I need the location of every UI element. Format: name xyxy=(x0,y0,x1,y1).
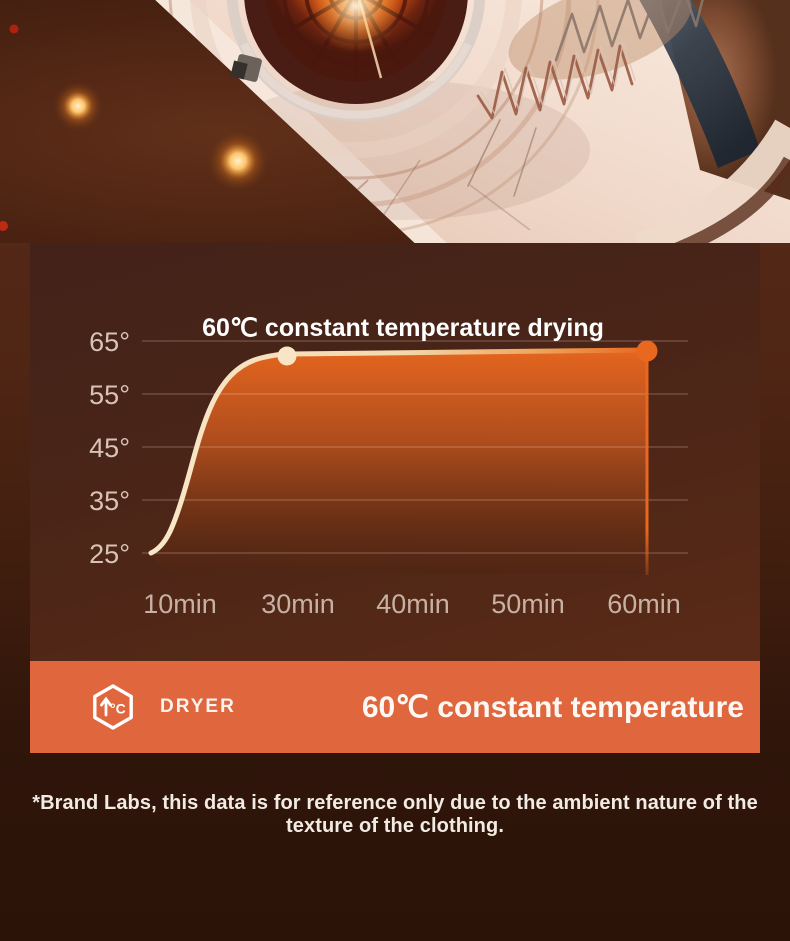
banner-label: DRYER xyxy=(160,696,236,717)
up-arrow-icon xyxy=(100,696,112,717)
footnote: *Brand Labs, this data is for reference … xyxy=(32,792,758,837)
svg-text:°C: °C xyxy=(110,701,126,717)
temperature-rise-hexagon-icon: °C xyxy=(90,682,136,732)
y-tick-55: 55° xyxy=(89,380,130,410)
temperature-curve xyxy=(148,347,650,556)
y-tick-25: 25° xyxy=(89,539,130,569)
gridlines xyxy=(142,340,688,554)
chart-title: 60℃ constant temperature drying xyxy=(202,314,604,342)
heater-element xyxy=(226,0,486,122)
y-tick-65: 65° xyxy=(89,327,130,357)
temperature-chart: 60℃ constant temperature drying 65° 55° … xyxy=(89,314,688,619)
y-tick-45: 45° xyxy=(89,433,130,463)
marker-60min xyxy=(636,340,658,362)
chart-panel: 60℃ constant temperature drying 65° 55° … xyxy=(30,243,760,661)
glass-edge-band xyxy=(639,0,760,168)
drum-rim-shadow-arc xyxy=(674,156,790,243)
drum-rim-arc xyxy=(633,119,790,243)
y-axis-labels: 65° 55° 45° 35° 25° xyxy=(89,327,130,569)
dryer-banner: °C DRYER 60℃ constant temperature xyxy=(30,661,760,753)
x-tick-10min: 10min xyxy=(143,589,217,619)
product-photo xyxy=(0,0,790,243)
glow-bokeh-dots xyxy=(0,24,270,231)
x-tick-40min: 40min xyxy=(376,589,450,619)
x-tick-50min: 50min xyxy=(491,589,565,619)
marker-30min xyxy=(277,346,297,366)
banner-headline: 60℃ constant temperature xyxy=(361,690,744,724)
area-fill xyxy=(151,350,647,574)
y-tick-35: 35° xyxy=(89,486,130,516)
heating-coils xyxy=(467,0,704,197)
x-axis-labels: 10min 30min 40min 50min 60min xyxy=(143,589,681,619)
x-tick-30min: 30min xyxy=(261,589,335,619)
x-tick-60min: 60min xyxy=(607,589,681,619)
